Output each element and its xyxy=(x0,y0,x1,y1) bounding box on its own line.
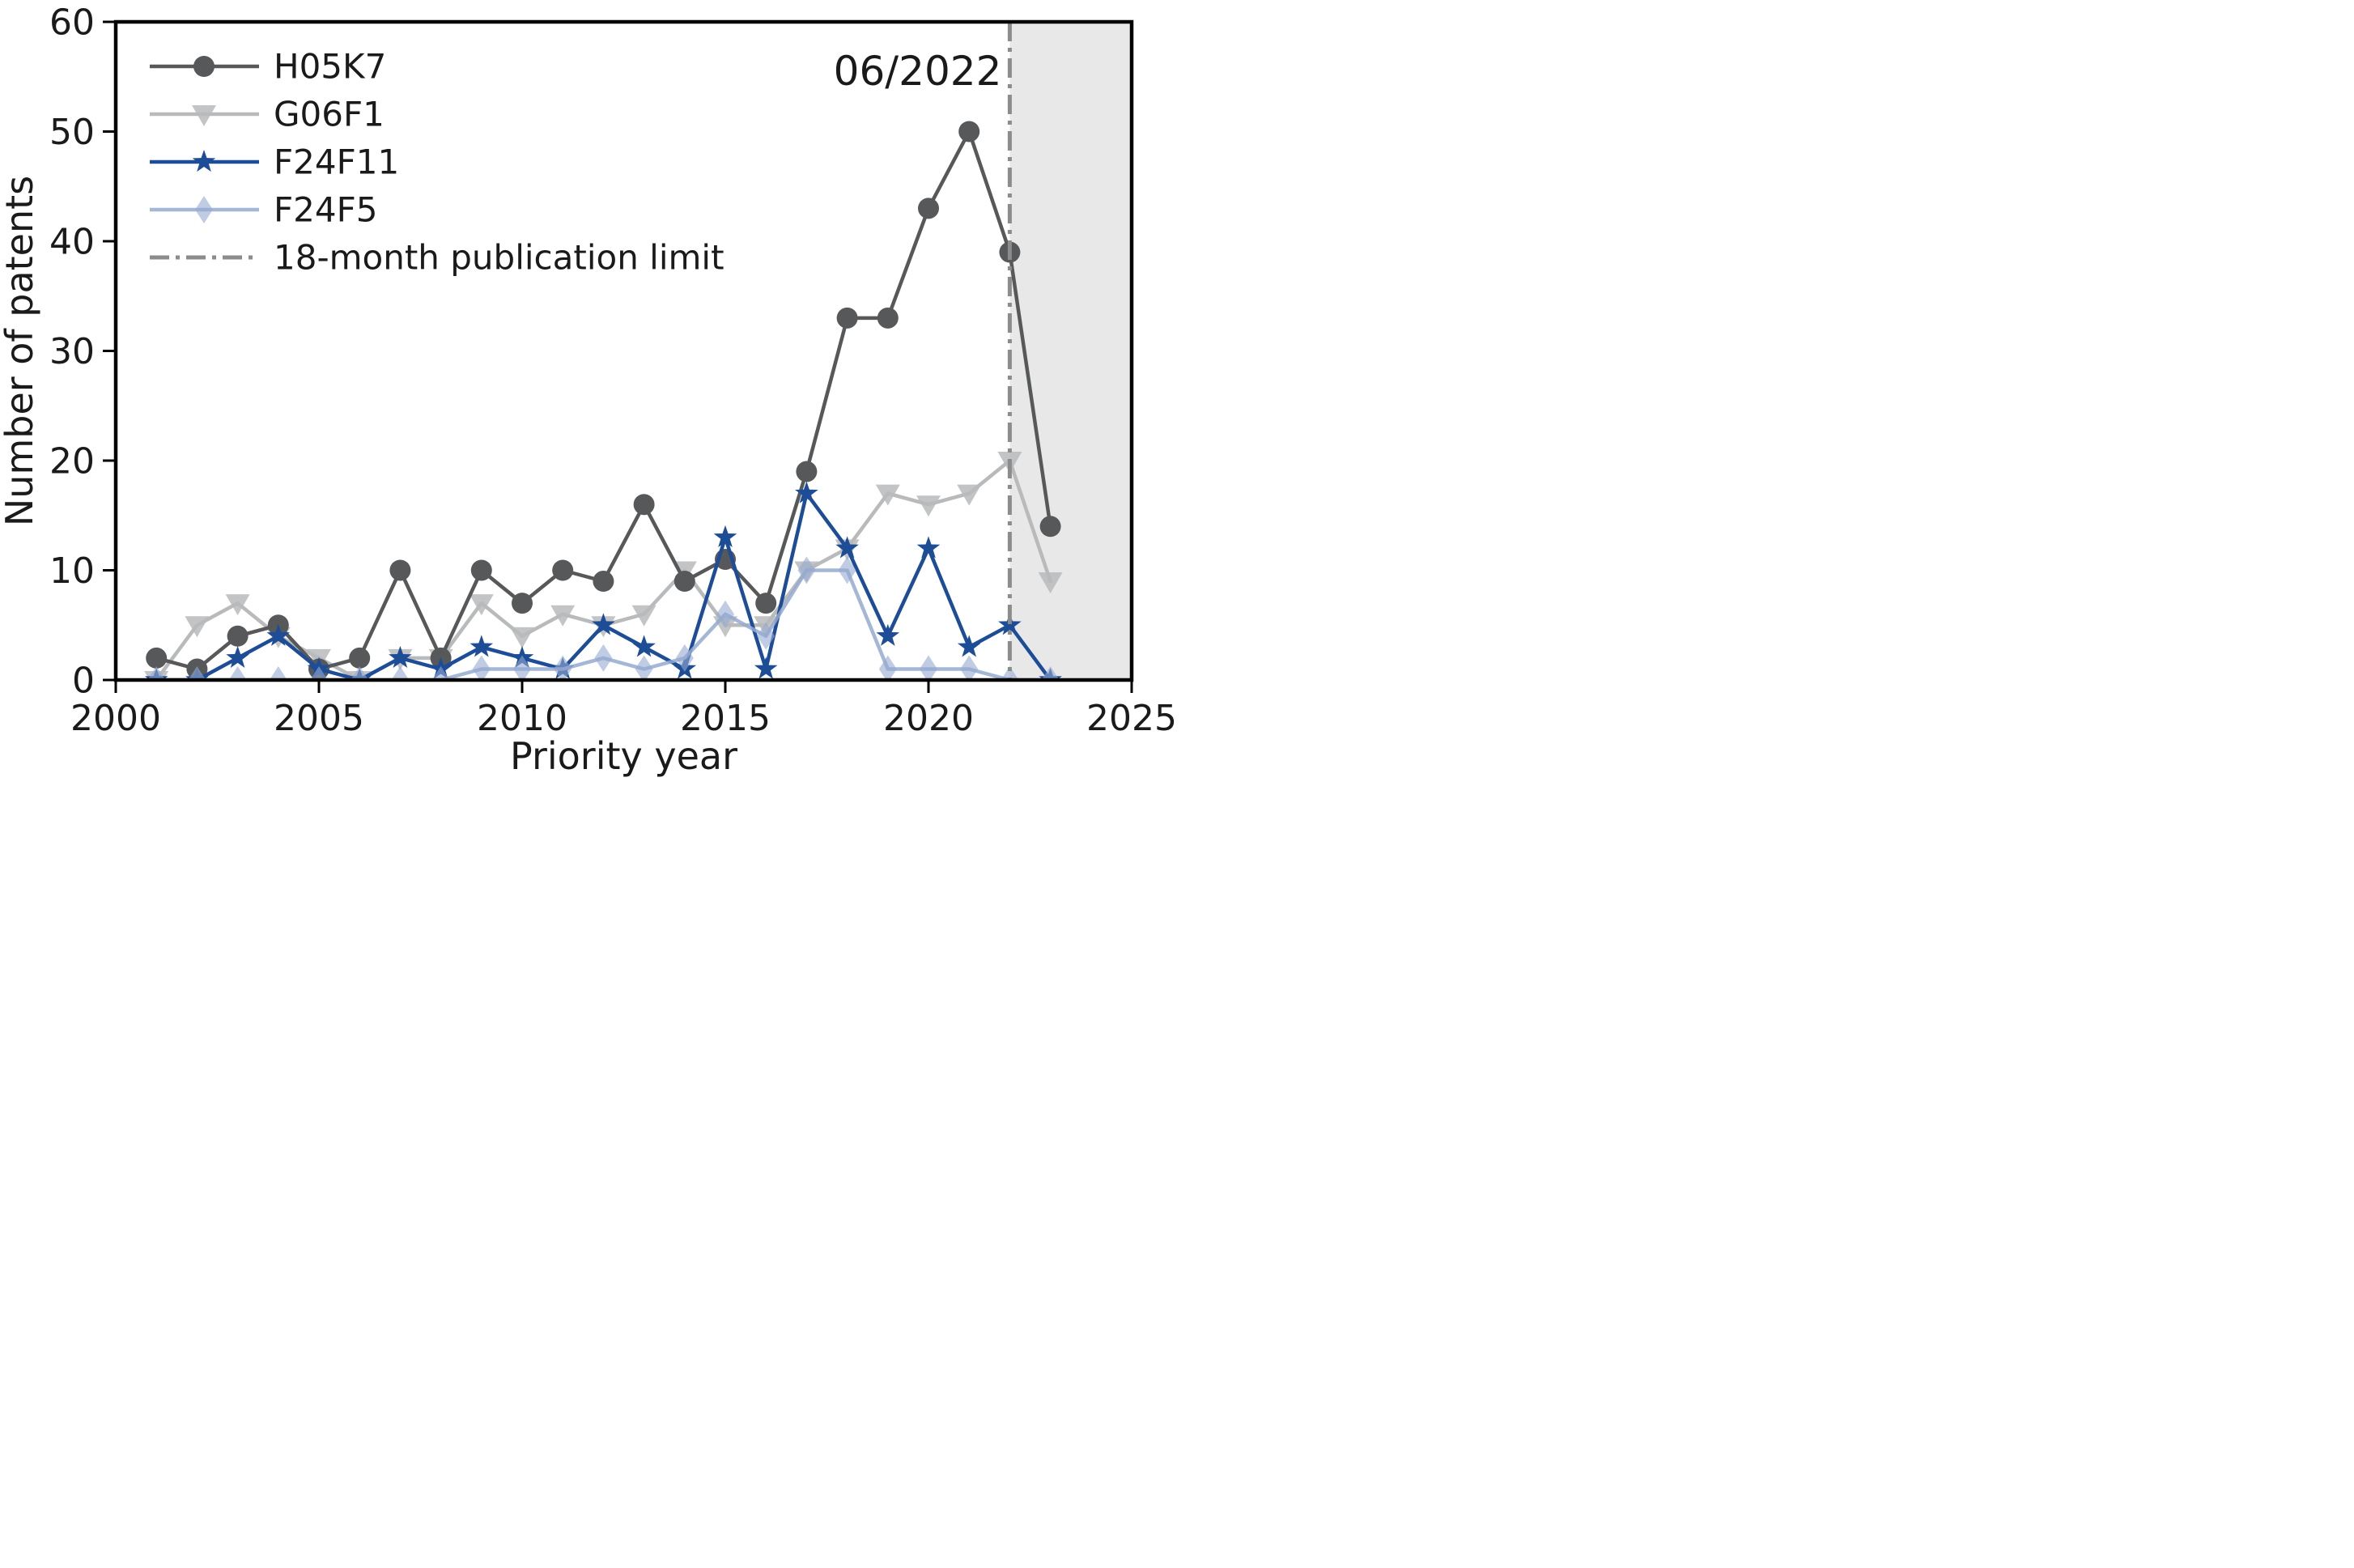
x-tick-label: 2010 xyxy=(477,698,567,739)
star-marker xyxy=(470,635,494,657)
circle-marker xyxy=(836,307,858,329)
circle-marker xyxy=(673,571,695,593)
diamond-marker xyxy=(310,666,328,680)
circle-marker xyxy=(470,559,492,581)
diamond-marker xyxy=(594,644,613,672)
circle-marker xyxy=(918,198,939,219)
x-tick-label: 2015 xyxy=(680,698,771,739)
legend-item-label: H05K7 xyxy=(274,47,386,87)
triangle-down-marker xyxy=(185,616,210,638)
diamond-marker xyxy=(228,666,247,680)
diamond-marker xyxy=(513,655,531,680)
diamond-marker xyxy=(675,644,694,672)
circle-marker xyxy=(958,121,980,142)
star-marker xyxy=(266,623,291,646)
legend-item-label: F24F5 xyxy=(274,190,377,230)
legend-item: 18-month publication limit xyxy=(150,238,724,278)
star-marker xyxy=(795,481,818,504)
star-marker xyxy=(389,645,412,668)
circle-marker xyxy=(755,593,777,614)
triangle-down-marker xyxy=(469,594,494,616)
diamond-marker xyxy=(147,666,166,680)
star-marker xyxy=(192,150,216,172)
star-marker xyxy=(957,635,981,657)
diamond-marker xyxy=(635,655,653,680)
y-tick-label: 40 xyxy=(49,221,95,262)
diamond-marker xyxy=(195,196,213,223)
star-marker xyxy=(713,525,737,547)
legend-item-label: 18-month publication limit xyxy=(274,238,724,278)
star-marker xyxy=(632,635,656,657)
circle-marker xyxy=(512,593,533,614)
legend-item: H05K7 xyxy=(150,47,386,87)
star-marker xyxy=(226,645,249,668)
triangle-down-marker xyxy=(631,605,656,627)
star-marker xyxy=(592,613,615,635)
circle-marker xyxy=(877,307,899,329)
legend-item-label: G06F1 xyxy=(274,95,385,134)
diamond-marker xyxy=(431,666,450,680)
series-F24F5 xyxy=(147,556,1060,680)
triangle-down-marker xyxy=(957,484,982,506)
y-tick-label: 30 xyxy=(49,331,95,372)
circle-marker xyxy=(146,647,168,669)
diamond-marker xyxy=(757,622,775,650)
circle-marker xyxy=(552,559,574,581)
diamond-marker xyxy=(1041,666,1060,680)
diamond-marker xyxy=(554,655,572,680)
star-marker xyxy=(916,536,941,559)
publication-limit-annotation: 06/2022 xyxy=(834,48,1002,95)
circle-marker xyxy=(633,494,655,516)
legend: H05K7 G06F1 F24F11 F24F5 18-month publicatio… xyxy=(150,47,724,278)
chart-canvas: 2000 2005 2010 2015 2020 2025 0 10 20 30 40 50 60 Pri… xyxy=(0,2,1177,778)
circle-marker xyxy=(349,647,371,669)
triangle-down-marker xyxy=(225,594,250,616)
y-tick-label: 0 xyxy=(72,660,95,701)
y-tick-label: 20 xyxy=(49,440,95,482)
y-tick-label: 10 xyxy=(49,550,95,592)
triangle-down-marker xyxy=(550,605,576,627)
x-tick-label: 2020 xyxy=(883,698,974,739)
circle-marker xyxy=(593,571,614,593)
circle-marker xyxy=(227,625,249,647)
legend-item: F24F5 xyxy=(150,190,377,230)
star-marker xyxy=(835,536,859,559)
triangle-down-marker xyxy=(510,627,534,648)
diamond-marker xyxy=(838,556,856,584)
circle-marker xyxy=(1039,516,1061,538)
y-tick-label: 50 xyxy=(49,112,95,153)
star-marker xyxy=(754,657,778,679)
y-axis-title: Number of patents xyxy=(0,176,41,526)
legend-item: G06F1 xyxy=(150,95,385,134)
x-tick-label: 2025 xyxy=(1086,698,1177,739)
diamond-marker xyxy=(797,556,816,584)
circle-marker xyxy=(389,559,411,581)
diamond-marker xyxy=(188,666,206,680)
plot-frame xyxy=(113,19,1134,682)
diamond-marker xyxy=(960,655,979,680)
diamond-marker xyxy=(716,600,734,628)
x-tick-label: 2005 xyxy=(274,698,364,739)
diamond-marker xyxy=(920,655,937,680)
y-tick-label: 60 xyxy=(49,2,95,43)
star-marker xyxy=(876,623,900,646)
patent-trend-figure: 2000 2005 2010 2015 2020 2025 0 10 20 30 40 50 60 Pri… xyxy=(0,0,1177,784)
circle-marker xyxy=(796,461,818,482)
triangle-down-marker xyxy=(916,495,941,517)
diamond-marker xyxy=(391,666,410,680)
diamond-marker xyxy=(878,655,897,680)
triangle-down-marker xyxy=(192,105,216,126)
diamond-marker xyxy=(472,655,491,680)
legend-item-label: F24F11 xyxy=(274,142,399,182)
circle-marker xyxy=(193,56,215,77)
diamond-marker xyxy=(351,666,369,680)
unpublished-region-shade xyxy=(1009,22,1132,680)
diamond-marker xyxy=(269,666,287,680)
triangle-down-marker xyxy=(875,484,900,506)
x-axis-title: Priority year xyxy=(510,734,737,778)
triangle-down-marker xyxy=(1038,572,1063,594)
diamond-marker xyxy=(1001,666,1019,680)
x-tick-label: 2000 xyxy=(70,698,161,739)
legend-item: F24F11 xyxy=(150,142,399,182)
